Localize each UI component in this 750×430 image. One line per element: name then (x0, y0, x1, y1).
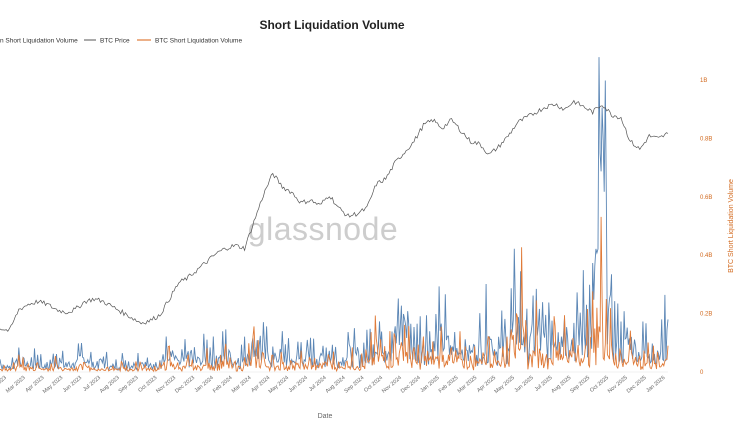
x-tick-label: Jun 2023 (62, 375, 83, 394)
series-layer (0, 57, 669, 373)
x-tick-label: Dec 2024 (400, 375, 422, 395)
x-tick-label: Sep 2024 (343, 375, 365, 395)
x-tick-label: Aug 2024 (325, 375, 347, 395)
y-tick-label: 0.4B (700, 253, 712, 259)
y-tick-label: 0.8B (700, 136, 712, 142)
chart-title: Short Liquidation Volume (259, 18, 404, 32)
x-tick-label: Jan 2024 (194, 375, 215, 394)
x-tick-label: May 2024 (268, 375, 290, 395)
series-line-btc-price (0, 99, 669, 332)
x-tick-label: May 2023 (42, 375, 64, 395)
y-tick-label: 0.2B (700, 312, 712, 318)
x-tick-label: Mar 2025 (457, 375, 479, 395)
x-tick-label: Dec 2023 (174, 375, 196, 395)
x-tick-label: Dec 2025 (626, 375, 648, 395)
x-tick-label: Nov 2023 (155, 375, 177, 395)
x-tick-label: Nov 2025 (607, 375, 629, 395)
x-tick-label: May 2025 (494, 375, 516, 395)
y-tick-label: 0 (700, 370, 704, 376)
y-tick-label: 0.6B (700, 195, 712, 201)
y-tick-label: 1B (700, 78, 707, 84)
x-tick-label: Jun 2025 (514, 375, 535, 394)
x-tick-label: Feb 2025 (438, 375, 460, 395)
x-tick-label: Sep 2025 (569, 375, 591, 395)
legend-item-btc-price[interactable]: BTC Price (100, 38, 130, 45)
x-tick-label: Aug 2023 (99, 375, 121, 395)
x-tick-label: Aug 2025 (550, 375, 572, 395)
series-line-btc-short-liquidation-volume (0, 216, 669, 373)
x-tick-label: Mar 2024 (231, 375, 253, 395)
watermark: glassnode (248, 211, 398, 247)
x-tick-label: Jun 2024 (288, 375, 309, 394)
legend: n Short Liquidation Volume BTC Price BTC… (0, 38, 242, 45)
x-tick-label: Nov 2024 (381, 375, 403, 395)
legend-item-btc-short-liquidation-volume[interactable]: BTC Short Liquidation Volume (155, 38, 242, 45)
x-tick-label: Jan 2025 (419, 375, 440, 394)
legend-item-short-liquidation-volume[interactable]: n Short Liquidation Volume (0, 38, 78, 45)
y-axis-title: BTC Short Liquidation Volume (728, 179, 735, 273)
x-tick-label: Sep 2023 (118, 375, 140, 395)
x-tick-label: Feb 2024 (212, 375, 234, 395)
x-axis-title: Date (318, 413, 333, 420)
x-tick-label: Mar 2023 (5, 375, 27, 395)
y-axis-right: 0 0.2B 0.4B 0.6B 0.8B 1B (700, 78, 712, 376)
x-tick-label: Jan 2026 (645, 375, 666, 394)
